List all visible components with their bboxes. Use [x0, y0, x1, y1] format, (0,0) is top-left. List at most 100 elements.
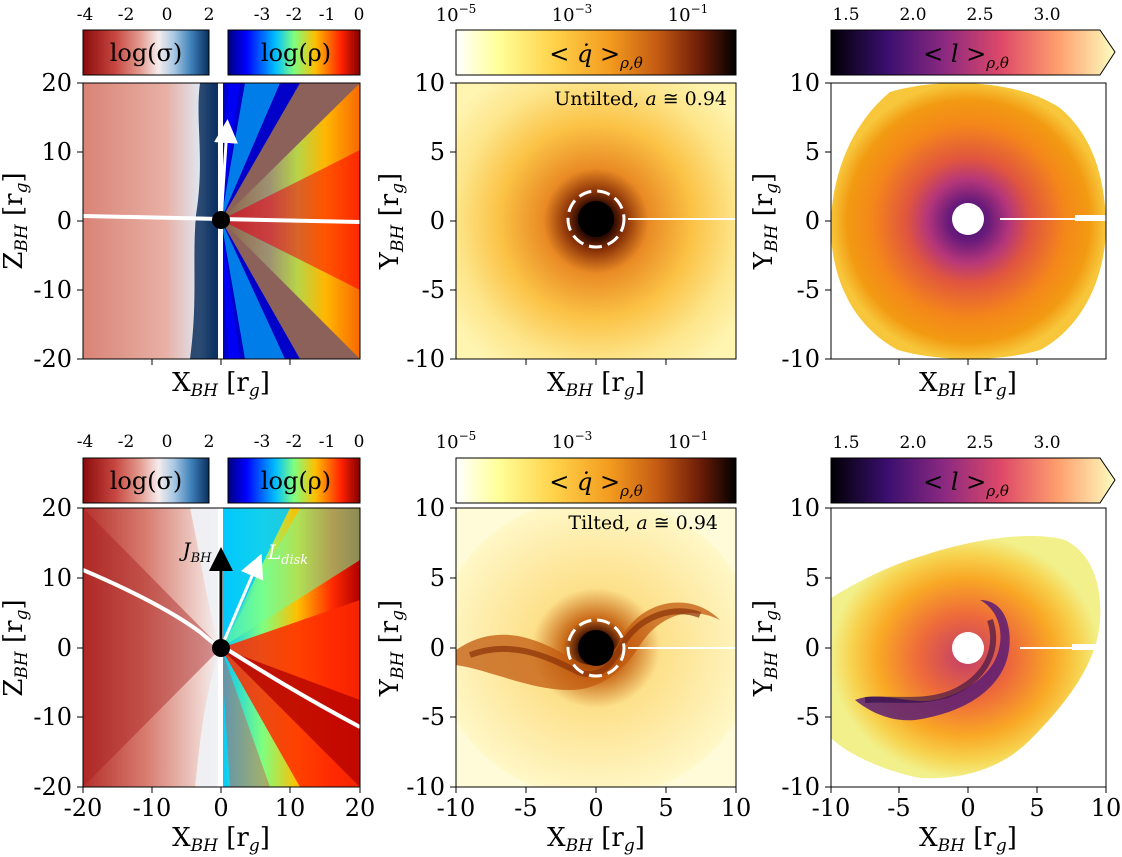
tick-label: 0 — [57, 207, 72, 235]
tick-label: 5 — [658, 794, 673, 822]
tick-label: 2.0 — [899, 433, 926, 453]
x-ticks-bottom-left: -20 -10 0 10 20 — [64, 787, 376, 822]
tick-label: -3 — [254, 5, 271, 25]
tick-label: 3.0 — [1033, 433, 1060, 453]
panel-top-right: < l >ρ,θ 1.5 2.0 2.5 3.0 10 5 0 -5 -10 — [749, 5, 1116, 401]
y-axis-label: ZBH [rg] — [0, 599, 32, 696]
tick-label: 1.5 — [832, 5, 859, 25]
x-axis-label: XBH [rg] — [919, 823, 1017, 856]
spin-arrow — [214, 119, 238, 221]
colorbar-qdot-bottom: < q̇ >ρ,θ 10−5 10−3 10−1 — [436, 429, 737, 504]
tick-label: 20 — [41, 69, 72, 97]
y-ticks-bottom-middle: 10 5 0 -5 -10 — [406, 494, 456, 801]
tick-label: 0 — [588, 794, 603, 822]
tick-label: 0 — [430, 207, 445, 235]
tick-label: 0 — [805, 207, 820, 235]
tick-label: 0 — [960, 794, 975, 822]
tick-label: 10 — [1091, 794, 1122, 822]
colorbar-sigma-label: log(σ) — [110, 467, 183, 495]
tick-label: -10 — [33, 276, 72, 304]
heatmap-top-right — [830, 82, 1106, 359]
ldisk-arrow — [219, 553, 264, 649]
colorbar-rho-ticks: -3 -2 -1 0 — [254, 432, 365, 452]
tick-label: 5 — [1029, 794, 1044, 822]
x-ticks-top-right — [898, 359, 1038, 365]
colorbar-sigma: log(σ) — [82, 457, 210, 504]
tick-label: 10−5 — [436, 2, 477, 26]
tick-label: 2.5 — [966, 433, 993, 453]
tick-label: 10 — [789, 494, 820, 522]
tick-label: 2.5 — [966, 5, 993, 25]
tick-label: -2 — [286, 5, 303, 25]
tick-label: -1 — [319, 5, 336, 25]
colorbar-l-bottom: < l >ρ,θ 1.5 2.0 2.5 3.0 — [830, 433, 1116, 504]
x-axis-label: XBH [rg] — [547, 823, 645, 856]
black-hole — [212, 639, 230, 657]
tick-label: -2 — [286, 432, 303, 452]
tick-label: 10−1 — [668, 429, 709, 453]
y-ticks-bottom-right: 10 5 0 -5 -10 — [781, 494, 831, 801]
tick-label: 10−3 — [552, 2, 593, 26]
tick-label: 2 — [204, 5, 215, 25]
colorbar-sigma: log(σ) — [82, 29, 210, 76]
excised-region — [952, 632, 984, 664]
tick-label: -4 — [77, 432, 94, 452]
tick-label: 10 — [41, 564, 72, 592]
tick-label: -10 — [133, 794, 172, 822]
y-axis-label: YBH [rg] — [749, 600, 782, 697]
tick-label: -20 — [33, 345, 72, 373]
tick-label: -10 — [406, 773, 445, 801]
y-axis-label: YBH [rg] — [375, 600, 408, 697]
tick-label: -2 — [118, 432, 135, 452]
y-axis-label: ZBH [rg] — [0, 172, 32, 269]
y-ticks-top-middle: 10 5 0 -5 -10 — [406, 69, 456, 373]
tick-label: -4 — [77, 5, 94, 25]
x-axis-label: XBH [rg] — [919, 368, 1017, 401]
tick-label: 10 — [41, 138, 72, 166]
tick-label: 10−3 — [552, 429, 593, 453]
tick-label: 2.0 — [899, 5, 926, 25]
tick-label: -3 — [254, 432, 271, 452]
panel-top-middle: < q̇ >ρ,θ 10−5 10−3 10−1 Untilted, a ≅ 0… — [375, 2, 737, 401]
tick-label: -20 — [33, 773, 72, 801]
tick-label: 5 — [430, 138, 445, 166]
tick-label: 0 — [805, 634, 820, 662]
tick-label: 20 — [345, 794, 376, 822]
tick-label: 2 — [204, 432, 215, 452]
x-axis-label: XBH [rg] — [172, 368, 270, 401]
tick-label: 10 — [721, 794, 752, 822]
tick-label: -10 — [437, 794, 476, 822]
colorbar-qdot-top: < q̇ >ρ,θ 10−5 10−3 10−1 — [436, 2, 737, 76]
tick-label: -5 — [887, 794, 910, 822]
heatmap-bottom-right — [831, 535, 1101, 779]
colorbar-rho-ticks: -3 -2 -1 0 — [254, 5, 365, 25]
tick-label: 3.0 — [1033, 5, 1060, 25]
colorbar-l-top: < l >ρ,θ 1.5 2.0 2.5 3.0 — [830, 5, 1116, 76]
y-ticks-top-right: 10 5 0 -5 -10 — [781, 69, 831, 373]
tick-label: 10 — [414, 494, 445, 522]
tick-label: 0 — [354, 432, 365, 452]
y-ticks-top-left: 20 10 0 -10 -20 — [33, 69, 83, 373]
x-ticks-bottom-middle: -10 -5 0 5 10 — [437, 787, 752, 822]
panel-bottom-middle: < q̇ >ρ,θ 10−5 10−3 10−1 Tilted, a ≅ 0.9… — [375, 429, 752, 856]
heatmap-bottom-middle — [456, 508, 736, 787]
colorbar-sigma-ticks: -4 -2 0 2 — [77, 5, 215, 25]
tick-label: -10 — [406, 345, 445, 373]
horizon-circle — [566, 189, 626, 249]
tick-label: -1 — [319, 432, 336, 452]
horizon-circle — [566, 618, 626, 678]
tick-label: -10 — [33, 703, 72, 731]
tick-label: -5 — [422, 703, 445, 731]
tick-label: -10 — [781, 345, 820, 373]
tick-label: 5 — [805, 138, 820, 166]
black-hole — [212, 211, 230, 229]
colorbar-rho: log(ρ) — [227, 29, 361, 76]
tick-label: 20 — [41, 494, 72, 522]
y-axis-label: YBH [rg] — [749, 173, 782, 270]
annotation-untilted: Untilted, a ≅ 0.94 — [554, 88, 727, 110]
x-ticks-top-middle — [525, 359, 667, 365]
heatmap-top-left — [83, 83, 360, 359]
tick-label: 10 — [275, 794, 306, 822]
excised-region — [952, 203, 984, 235]
